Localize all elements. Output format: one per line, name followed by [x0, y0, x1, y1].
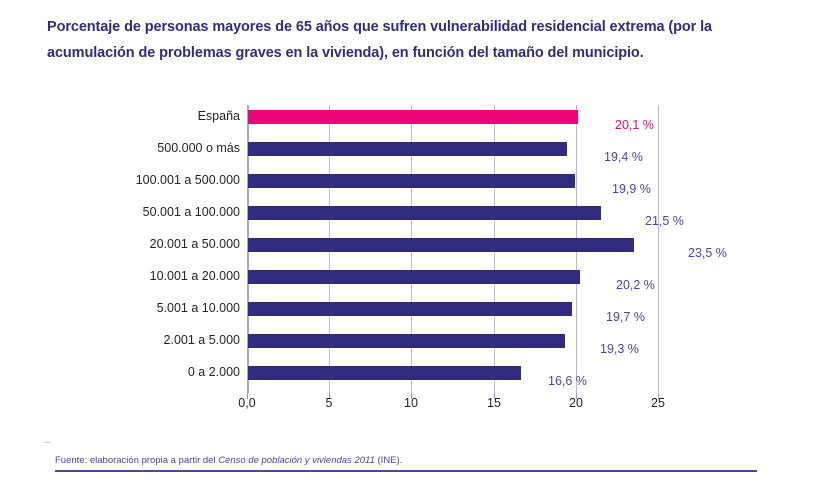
x-tick: [576, 393, 577, 399]
value-label-100001-a-500000: 19,9 %: [612, 182, 651, 196]
y-axis-label: 500.000 o más: [157, 141, 240, 155]
bar-100001-a-500000: [248, 174, 575, 188]
value-label-2001-a-5000: 19,3 %: [600, 342, 639, 356]
bar-chart: España 500.000 o más 100.001 a 500.000 5…: [60, 105, 727, 416]
bar-50001-a-100000: [248, 206, 601, 220]
x-axis-tick-label: 20: [569, 396, 583, 410]
bar-20001-a-50000: [248, 238, 634, 252]
value-label-espana: 20,1 %: [615, 118, 654, 132]
source-prefix: Fuente: elaboración propia a partir del: [55, 455, 219, 466]
page-title: Porcentaje de personas mayores de 65 año…: [47, 19, 713, 61]
y-axis-label: 2.001 a 5.000: [163, 333, 240, 347]
x-axis-tick-label: 0,0: [238, 396, 256, 410]
y-axis-labels: España 500.000 o más 100.001 a 500.000 5…: [60, 105, 240, 393]
gridline-25: [658, 105, 659, 393]
y-axis-label: 10.001 a 20.000: [149, 269, 240, 283]
page-artifact-mark: [45, 442, 50, 443]
plot-area: [247, 105, 659, 399]
y-axis-label: España: [197, 109, 240, 123]
x-axis-tick-label: 10: [404, 396, 418, 410]
y-axis-label: 50.001 a 100.000: [142, 205, 240, 219]
bar-5001-a-10000: [248, 302, 572, 316]
y-axis-label: 0 a 2.000: [187, 365, 240, 379]
value-label-10001-a-20000: 20,2 %: [616, 278, 655, 292]
y-axis-label: 5.001 a 10.000: [156, 301, 240, 315]
bar-0-a-2000: [248, 366, 521, 380]
x-axis-labels: 0,0 5 10 15 20 25: [238, 396, 665, 416]
y-axis-label: 20.001 a 50.000: [149, 237, 240, 251]
x-tick: [411, 393, 412, 399]
y-axis-label: 100.001 a 500.000: [135, 173, 240, 187]
value-label-50001-a-100000: 21,5 %: [645, 214, 684, 228]
value-label-20001-a-50000: 23,5 %: [688, 246, 727, 260]
value-label-5001-a-10000: 19,7 %: [606, 310, 645, 324]
x-tick: [329, 393, 330, 399]
source-note: Fuente: elaboración propia a partir del …: [55, 455, 402, 466]
source-italic: Censo de población y viviendas 2011: [218, 455, 375, 466]
x-axis-tick-label: 15: [487, 396, 501, 410]
source-suffix: (INE).: [374, 455, 403, 466]
x-tick: [658, 393, 659, 399]
x-tick: [247, 393, 248, 399]
value-label-0-a-2000: 16,6 %: [548, 374, 587, 388]
footer-divider: [55, 470, 757, 472]
bar-10001-a-20000: [248, 270, 580, 284]
x-axis-tick-label: 5: [325, 396, 333, 410]
x-tick: [494, 393, 495, 399]
value-label-500000-o-mas: 19,4 %: [604, 150, 643, 164]
bar-500000-o-mas: [248, 142, 567, 156]
bar-espana: [248, 110, 578, 124]
x-axis-tick-label: 25: [651, 396, 665, 410]
bar-2001-a-5000: [248, 334, 565, 348]
